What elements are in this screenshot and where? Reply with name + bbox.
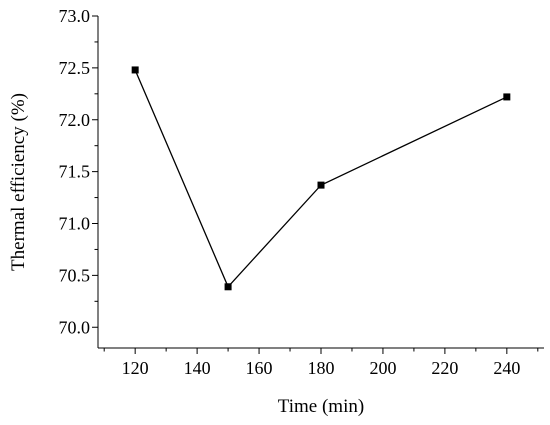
plot-area bbox=[131, 66, 511, 291]
y-tick-label: 70.0 bbox=[59, 317, 91, 337]
data-point bbox=[224, 283, 232, 291]
y-tick-label: 71.5 bbox=[59, 162, 91, 182]
data-point bbox=[317, 181, 325, 189]
y-tick-label: 72.5 bbox=[59, 58, 91, 78]
x-axis-title: Time (min) bbox=[278, 396, 364, 417]
x-tick-label: 160 bbox=[246, 358, 273, 378]
data-point bbox=[131, 66, 139, 74]
x-tick-label: 120 bbox=[122, 358, 149, 378]
y-ticks: 70.0 70.5 71.0 71.5 72.0 72.5 73.0 bbox=[59, 6, 98, 337]
y-tick-label: 73.0 bbox=[59, 6, 91, 26]
x-tick-label: 220 bbox=[431, 358, 458, 378]
y-tick-label: 70.5 bbox=[59, 265, 91, 285]
y-tick-label: 72.0 bbox=[59, 110, 91, 130]
series-line bbox=[134, 69, 508, 288]
y-axis-title: Thermal efficiency (%) bbox=[8, 93, 29, 271]
y-tick-label: 71.0 bbox=[59, 214, 91, 234]
data-point bbox=[503, 93, 511, 101]
x-tick-label: 180 bbox=[308, 358, 335, 378]
x-tick-label: 240 bbox=[493, 358, 520, 378]
x-ticks: 120 140 160 180 200 220 240 bbox=[103, 348, 539, 378]
x-tick-label: 140 bbox=[184, 358, 211, 378]
x-tick-label: 200 bbox=[369, 358, 396, 378]
